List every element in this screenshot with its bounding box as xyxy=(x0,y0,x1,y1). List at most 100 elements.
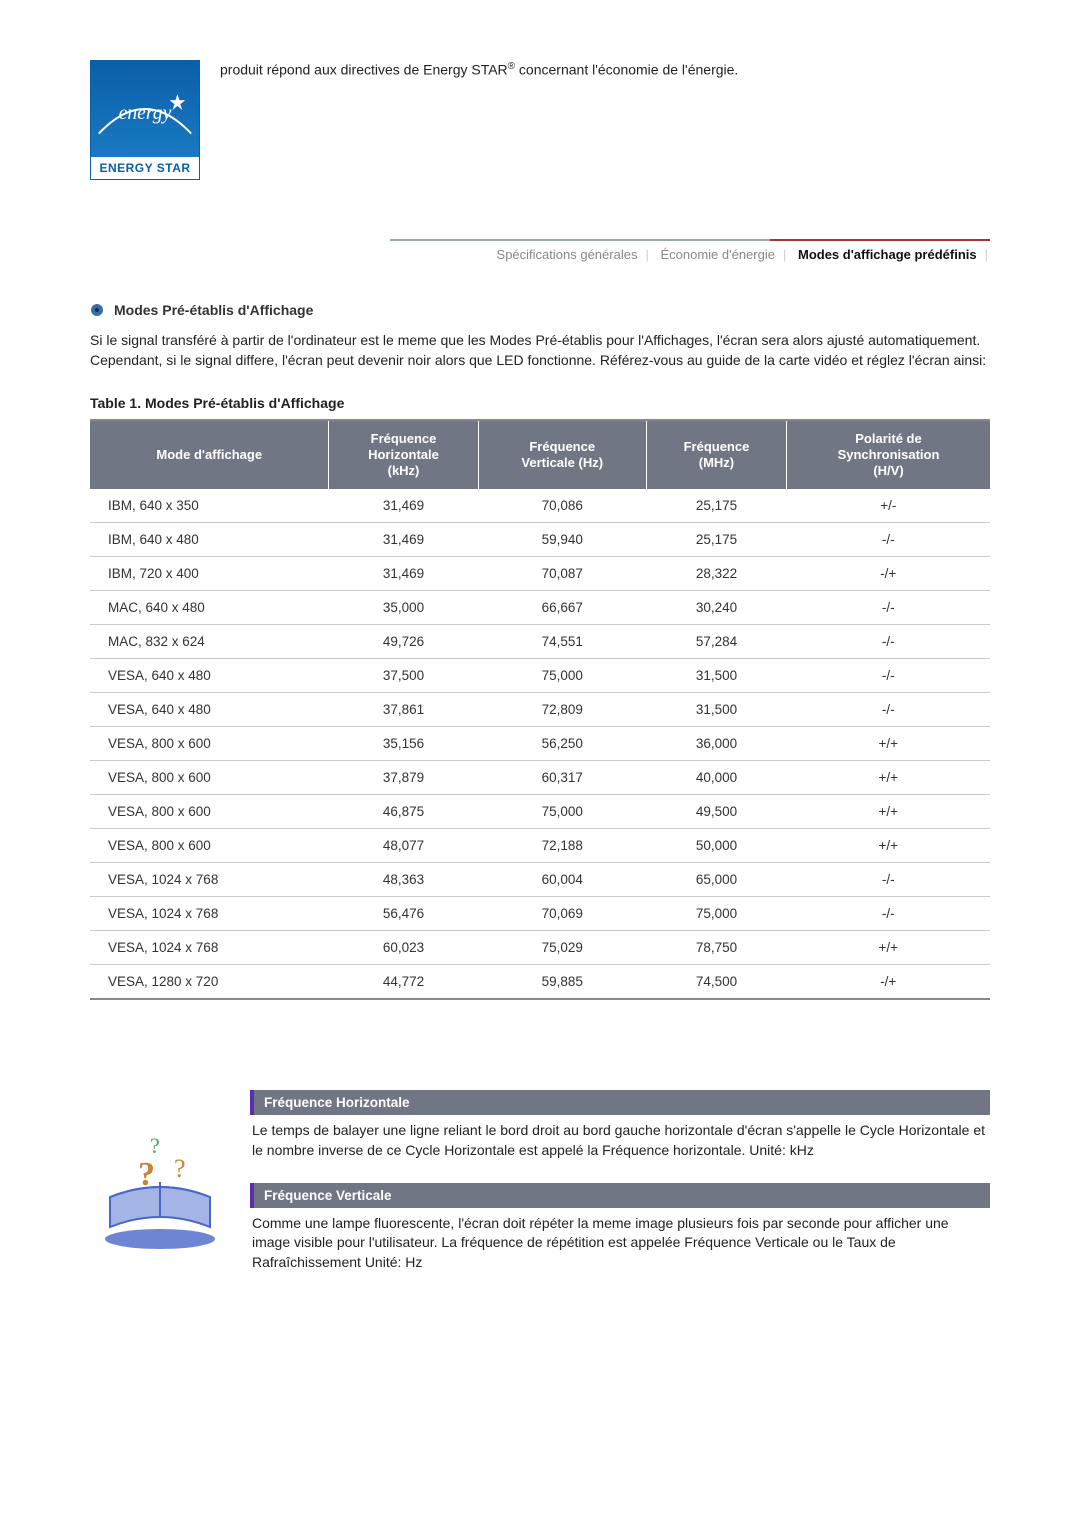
table-cell: MAC, 640 x 480 xyxy=(90,591,329,625)
table-row: VESA, 1024 x 76848,36360,00465,000-/- xyxy=(90,863,990,897)
svg-text:?: ? xyxy=(150,1133,160,1158)
table-cell: -/- xyxy=(787,625,990,659)
table-row: IBM, 640 x 48031,46959,94025,175-/- xyxy=(90,523,990,557)
energy-star-text-before: produit répond aux directives de Energy … xyxy=(220,62,508,78)
table-cell: 35,156 xyxy=(329,727,478,761)
table-cell: VESA, 640 x 480 xyxy=(90,659,329,693)
table-row: VESA, 1280 x 72044,77259,88574,500-/+ xyxy=(90,965,990,1000)
table-cell: IBM, 640 x 480 xyxy=(90,523,329,557)
registered-mark: ® xyxy=(508,61,515,72)
table-cell: 72,188 xyxy=(478,829,646,863)
energy-star-arc-icon: energy xyxy=(91,61,199,157)
table-cell: +/+ xyxy=(787,931,990,965)
tab-spec-generales[interactable]: Spécifications générales xyxy=(491,247,644,262)
table-cell: 78,750 xyxy=(646,931,786,965)
table-header-cell: Polarité deSynchronisation(H/V) xyxy=(787,420,990,490)
table-cell: 56,250 xyxy=(478,727,646,761)
section-tabs: Spécifications générales | Économie d'éne… xyxy=(390,240,990,262)
table-cell: 37,500 xyxy=(329,659,478,693)
table-cell: 57,284 xyxy=(646,625,786,659)
table-cell: 31,500 xyxy=(646,693,786,727)
svg-text:energy: energy xyxy=(119,103,172,124)
section-header: Modes Pré-établis d'Affichage xyxy=(90,302,990,318)
bullet-icon xyxy=(90,303,104,317)
table-header-cell: Mode d'affichage xyxy=(90,420,329,490)
table-cell: 28,322 xyxy=(646,557,786,591)
energy-star-logo: energy ENERGY STAR xyxy=(90,60,200,180)
table-row: VESA, 1024 x 76856,47670,06975,000-/- xyxy=(90,897,990,931)
table-cell: VESA, 1024 x 768 xyxy=(90,931,329,965)
table-row: MAC, 832 x 62449,72674,55157,284-/- xyxy=(90,625,990,659)
table-row: VESA, 1024 x 76860,02375,02978,750+/+ xyxy=(90,931,990,965)
table-cell: 37,879 xyxy=(329,761,478,795)
def-vertical-body: Comme une lampe fluorescente, l'écran do… xyxy=(250,1214,990,1273)
table-cell: 66,667 xyxy=(478,591,646,625)
table-cell: -/- xyxy=(787,523,990,557)
energy-star-text: produit répond aux directives de Energy … xyxy=(220,60,990,80)
section-description: Si le signal transféré à partir de l'ord… xyxy=(90,330,990,371)
table-cell: 75,029 xyxy=(478,931,646,965)
table-cell: 44,772 xyxy=(329,965,478,1000)
table-cell: 25,175 xyxy=(646,489,786,523)
table-cell: -/- xyxy=(787,693,990,727)
table-cell: IBM, 640 x 350 xyxy=(90,489,329,523)
svg-text:?: ? xyxy=(138,1156,155,1193)
table-header-cell: FréquenceHorizontale(kHz) xyxy=(329,420,478,490)
energy-star-logo-graphic: energy xyxy=(91,61,199,157)
book-question-icon: ? ? ? xyxy=(90,1127,230,1257)
table-cell: -/- xyxy=(787,897,990,931)
table-cell: 37,861 xyxy=(329,693,478,727)
tab-separator: | xyxy=(983,247,990,262)
book-question-illustration: ? ? ? xyxy=(90,1127,230,1257)
table-cell: 70,087 xyxy=(478,557,646,591)
table-cell: VESA, 640 x 480 xyxy=(90,693,329,727)
table-cell: 56,476 xyxy=(329,897,478,931)
table-row: VESA, 800 x 60046,87575,00049,500+/+ xyxy=(90,795,990,829)
table-cell: 70,069 xyxy=(478,897,646,931)
table-cell: 46,875 xyxy=(329,795,478,829)
table-cell: IBM, 720 x 400 xyxy=(90,557,329,591)
table-cell: -/+ xyxy=(787,557,990,591)
table-cell: 59,940 xyxy=(478,523,646,557)
table-row: VESA, 800 x 60037,87960,31740,000+/+ xyxy=(90,761,990,795)
table-cell: 74,551 xyxy=(478,625,646,659)
table-cell: 48,077 xyxy=(329,829,478,863)
tab-modes-affichage-predefinis[interactable]: Modes d'affichage prédéfinis xyxy=(792,247,983,262)
table-cell: 48,363 xyxy=(329,863,478,897)
table-cell: +/+ xyxy=(787,829,990,863)
table-row: VESA, 800 x 60048,07772,18850,000+/+ xyxy=(90,829,990,863)
tabs-active-underline xyxy=(770,239,990,241)
table-cell: 31,469 xyxy=(329,489,478,523)
table-cell: VESA, 1024 x 768 xyxy=(90,897,329,931)
table-cell: MAC, 832 x 624 xyxy=(90,625,329,659)
svg-text:?: ? xyxy=(174,1154,186,1183)
preset-modes-table: Mode d'affichageFréquenceHorizontale(kHz… xyxy=(90,419,990,1001)
table-cell: 60,004 xyxy=(478,863,646,897)
table-cell: VESA, 800 x 600 xyxy=(90,829,329,863)
table-cell: VESA, 800 x 600 xyxy=(90,761,329,795)
energy-star-logo-label: ENERGY STAR xyxy=(91,157,199,179)
table-cell: VESA, 800 x 600 xyxy=(90,795,329,829)
table-cell: +/+ xyxy=(787,727,990,761)
section-title: Modes Pré-établis d'Affichage xyxy=(114,302,313,318)
table-cell: 30,240 xyxy=(646,591,786,625)
table-row: VESA, 640 x 48037,86172,80931,500-/- xyxy=(90,693,990,727)
table-header-cell: FréquenceVerticale (Hz) xyxy=(478,420,646,490)
table-cell: VESA, 800 x 600 xyxy=(90,727,329,761)
table-cell: 75,000 xyxy=(478,795,646,829)
table-cell: 70,086 xyxy=(478,489,646,523)
table-cell: 65,000 xyxy=(646,863,786,897)
table-cell: +/- xyxy=(787,489,990,523)
table-cell: 36,000 xyxy=(646,727,786,761)
table-cell: -/+ xyxy=(787,965,990,1000)
definitions-text: Fréquence Horizontale Le temps de balaye… xyxy=(250,1090,990,1294)
table-cell: 31,469 xyxy=(329,557,478,591)
table-cell: 49,726 xyxy=(329,625,478,659)
table-row: MAC, 640 x 48035,00066,66730,240-/- xyxy=(90,591,990,625)
def-horizontal-title: Fréquence Horizontale xyxy=(250,1090,990,1115)
table-cell: 60,317 xyxy=(478,761,646,795)
table-caption: Table 1. Modes Pré-établis d'Affichage xyxy=(90,395,990,411)
def-vertical-title: Fréquence Verticale xyxy=(250,1183,990,1208)
table-cell: 31,469 xyxy=(329,523,478,557)
tab-economie-energie[interactable]: Économie d'énergie xyxy=(654,247,781,262)
